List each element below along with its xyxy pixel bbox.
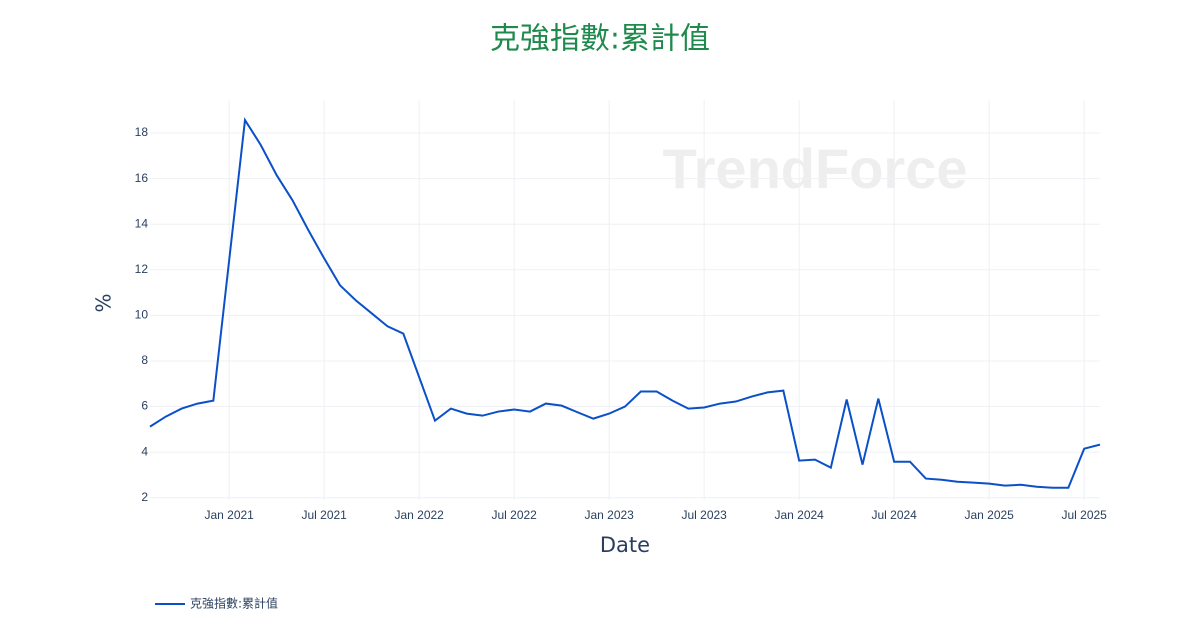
x-tick-label: Jul 2023 [681,508,727,522]
y-tick-label: 4 [141,444,148,458]
x-tick-label: Jul 2022 [491,508,537,522]
y-tick-label: 8 [141,353,148,367]
x-axis-title: Date [600,533,650,557]
y-axis-title: % [92,293,116,312]
x-tick-label: Jan 2023 [584,508,634,522]
x-tick-label: Jan 2022 [394,508,444,522]
legend-label: 克強指數:累計值 [190,596,278,611]
x-tick-label: Jul 2021 [301,508,347,522]
data-line [149,117,1101,489]
x-tick-label: Jan 2024 [774,508,824,522]
x-tick-label: Jul 2025 [1061,508,1107,522]
x-tick-label: Jul 2024 [871,508,917,522]
y-tick-label: 18 [135,125,149,139]
chart-title: 克強指數:累計值 [490,22,710,57]
x-tick-label: Jan 2021 [204,508,254,522]
y-tick-label: 16 [135,171,149,185]
y-tick-label: 14 [135,216,149,230]
watermark: TrendForce [663,137,968,200]
y-tick-label: 10 [135,308,149,322]
x-tick-label: Jan 2025 [964,508,1014,522]
y-tick-label: 12 [135,262,149,276]
y-tick-label: 2 [141,490,148,504]
y-tick-label: 6 [141,399,148,413]
